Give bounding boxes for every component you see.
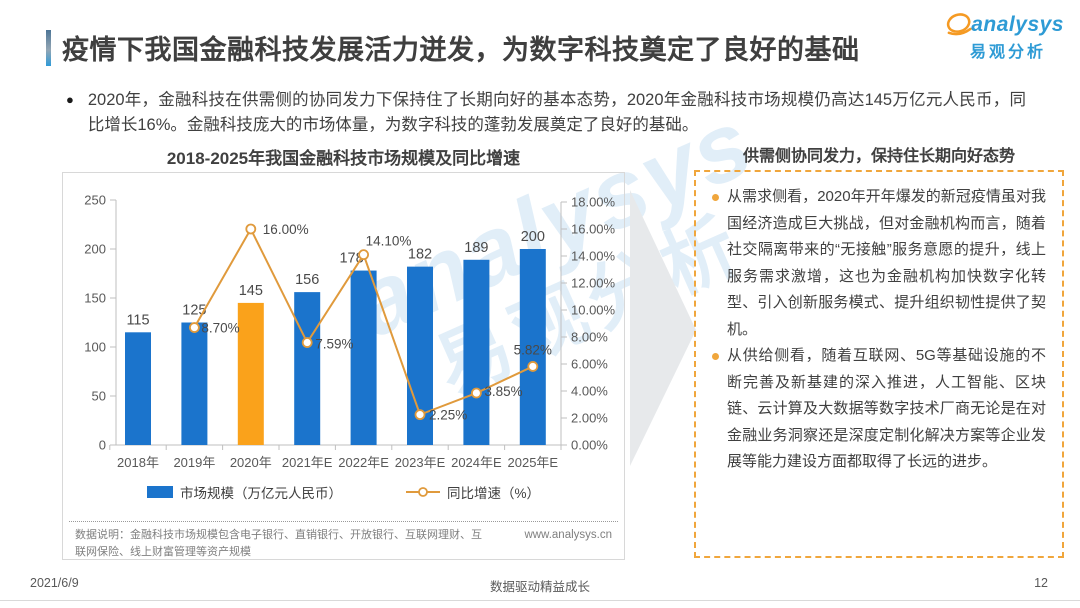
svg-text:2019年: 2019年 [173,455,215,470]
analysys-logo: analysys 易观分析 [944,10,1064,62]
svg-text:3.85%: 3.85% [484,384,522,399]
svg-text:250: 250 [84,193,106,208]
bar-2020年 [237,302,264,445]
bar-2024年E [463,259,490,445]
svg-text:2023年E: 2023年E [395,455,446,470]
footer-divider [0,600,1080,601]
line-point-2025年E [527,361,539,372]
svg-text:182: 182 [408,247,432,263]
title-accent-bar [46,29,51,66]
panel-bullet: 从供给侧看，随着互联网、5G等基础设施的不断完善及新基建的深入推进，人工智能、区… [710,343,1046,476]
legend-item-bar: 市场规模（万亿元人民币） [146,482,342,502]
svg-text:2.25%: 2.25% [429,408,467,423]
insight-panel: 从需求侧看，2020年开年爆发的新冠疫情虽对我国经济造成巨大挑战，但对金融机构而… [694,170,1064,558]
svg-text:16.00%: 16.00% [263,222,309,237]
line-point-2024年E [470,387,482,399]
footnote-divider [69,521,618,522]
svg-text:12.00%: 12.00% [571,276,616,291]
line-point-2022年E [358,249,370,261]
footnote-row: 数据说明：金融科技市场规模包含电子银行、直销银行、开放银行、互联网理财、互联网保… [75,527,612,560]
chart-legend: 市场规模（万亿元人民币） 同比增速（%） [63,479,624,505]
logo-brand-text: analysys [971,13,1064,36]
line-series: 8.70% 16.00% 7.59% 14.10% 2.25% 3.85% 5.82% [188,222,552,423]
x-axis-labels: 2018年 2019年 2020年 2021年E 2022年E 2023年E 2024年E 2… [117,455,558,470]
source-url: www.analysys.cn [524,529,612,541]
bar-2021年E [294,292,321,445]
legend-label: 市场规模（万亿元人民币） [179,486,342,501]
svg-text:4.00%: 4.00% [571,384,608,399]
svg-text:14.00%: 14.00% [571,249,616,264]
svg-text:6.00%: 6.00% [571,357,608,372]
footer-page-number: 12 [1034,576,1048,590]
bullet-dot-icon: ● [66,92,74,107]
svg-text:2018年: 2018年 [117,455,159,470]
panel-heading: 供需侧协同发力，保持住长期向好态势 [742,148,1015,165]
header: 疫情下我国金融科技发展活力迸发，为数字科技奠定了良好的基础 [46,28,860,67]
svg-text:18.00%: 18.00% [571,195,616,210]
line-point-2020年 [245,223,257,235]
data-note: 数据说明：金融科技市场规模包含电子银行、直销银行、开放银行、互联网理财、互联网保… [75,529,482,558]
intro-paragraph: ● 2020年，金融科技在供需侧的协同发力下保持住了长期向好的基本态势，2020… [66,88,1026,138]
bar-2019年 [181,322,208,445]
panel-bullet-list: 从需求侧看，2020年开年爆发的新冠疫情虽对我国经济造成巨大挑战，但对金融机构而… [710,184,1046,476]
combo-chart: 0 50 100 150 200 250 0.00% 2.00% 4.00% 6.00% 8.00%… [84,193,616,471]
legend-item-line: 同比增速（%） [405,482,540,502]
panel-bullet: 从需求侧看，2020年开年爆发的新冠疫情虽对我国经济造成巨大挑战，但对金融机构而… [710,184,1046,343]
svg-text:50: 50 [92,389,106,404]
svg-text:0: 0 [99,438,106,453]
footer-slogan: 数据驱动精益成长 [489,580,590,594]
svg-text:2020年: 2020年 [230,455,272,470]
line-point-2023年E [414,409,426,421]
line-point-2021年E [301,337,313,348]
bar-2022年E [350,270,377,445]
svg-text:7.59%: 7.59% [315,337,353,352]
svg-text:0.00%: 0.00% [571,438,608,453]
svg-text:156: 156 [295,272,319,288]
svg-text:14.10%: 14.10% [366,234,412,249]
svg-text:125: 125 [182,303,206,319]
svg-text:150: 150 [84,291,106,306]
intro-text: 2020年，金融科技在供需侧的协同发力下保持住了长期向好的基本态势，2020年金… [87,91,1026,134]
svg-text:115: 115 [126,312,149,328]
svg-text:145: 145 [239,283,263,299]
bar-2018年 [125,332,151,445]
svg-text:5.82%: 5.82% [514,342,552,357]
svg-text:2024年E: 2024年E [451,455,502,470]
svg-text:200: 200 [521,229,545,245]
line-point-2019年 [188,322,200,333]
svg-text:16.00%: 16.00% [571,222,616,237]
footer-date: 2021/6/9 [30,576,79,590]
logo-brand-cn-text: 易观分析 [970,44,1047,61]
svg-text:189: 189 [464,240,488,256]
flow-arrow-icon [630,190,696,466]
chart-title: 2018-2025年我国金融科技市场规模及同比增速 [166,149,521,168]
legend-label: 同比增速（%） [446,486,540,501]
svg-text:8.70%: 8.70% [201,321,239,336]
svg-text:200: 200 [84,242,106,257]
bar-2025年E [519,249,546,445]
legend-line-swatch [405,487,440,497]
svg-text:2021年E: 2021年E [282,455,333,470]
page-title: 疫情下我国金融科技发展活力迸发，为数字科技奠定了良好的基础 [62,35,860,65]
svg-text:2022年E: 2022年E [338,455,389,470]
logo-swirl-icon [946,13,972,36]
svg-text:10.00%: 10.00% [571,303,616,318]
svg-text:2.00%: 2.00% [571,411,608,426]
svg-text:2025年E: 2025年E [508,455,559,470]
chart-container: 0 50 100 150 200 250 0.00% 2.00% 4.00% 6.00% 8.00%… [62,172,625,560]
svg-text:100: 100 [84,340,106,355]
legend-bar-swatch [146,486,173,498]
svg-text:8.00%: 8.00% [571,330,608,345]
